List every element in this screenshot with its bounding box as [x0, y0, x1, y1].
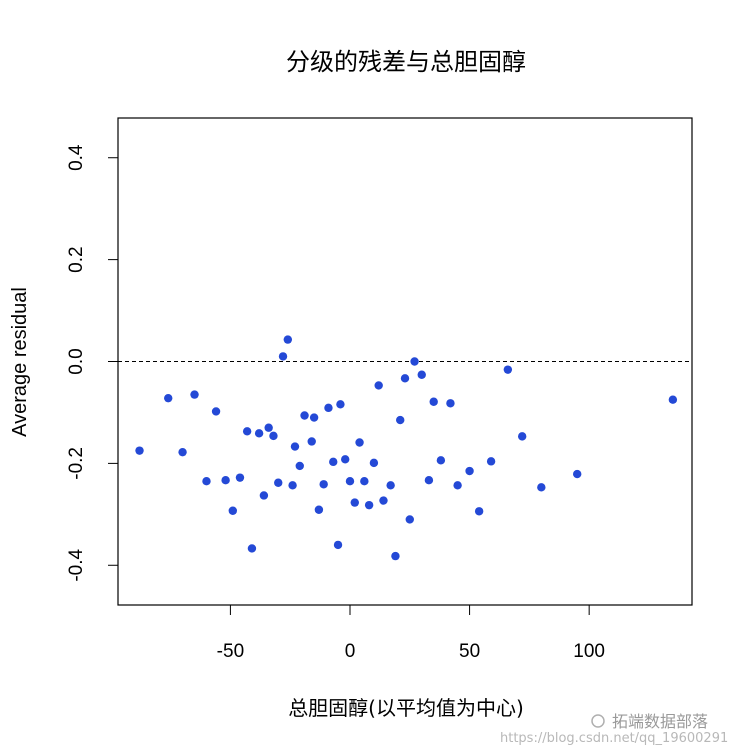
data-point: [517, 432, 527, 441]
data-point: [374, 381, 383, 390]
data-point: [264, 423, 273, 432]
x-tick-label: -50: [217, 641, 244, 662]
x-tick-label: 100: [573, 641, 605, 662]
watermark-url: https://blog.csdn.net/qq_19600291: [500, 731, 728, 746]
data-point: [274, 478, 283, 487]
y-tick-label: -0.2: [66, 447, 87, 480]
watermark-logo-icon: [591, 714, 605, 728]
data-point: [259, 491, 269, 500]
data-point: [573, 469, 582, 479]
data-point: [453, 481, 462, 490]
data-point: [668, 395, 678, 404]
data-point: [364, 500, 374, 510]
data-point: [190, 390, 199, 399]
watermark-text: 拓端数据部落: [612, 712, 708, 731]
data-point: [288, 481, 297, 490]
data-point: [537, 483, 546, 492]
data-point: [341, 455, 350, 464]
data-point: [295, 461, 304, 471]
data-point: [314, 505, 324, 514]
data-point: [424, 475, 434, 485]
y-axis-title: Average residual: [9, 287, 31, 437]
data-point: [228, 506, 237, 515]
data-point: [410, 357, 419, 366]
data-point: [333, 540, 343, 550]
data-point: [178, 447, 187, 457]
data-point: [396, 415, 405, 425]
data-point: [329, 457, 338, 467]
data-point: [355, 438, 364, 447]
data-point: [278, 352, 288, 361]
data-point: [405, 515, 414, 524]
data-points: [135, 335, 678, 561]
data-point: [254, 429, 264, 438]
data-point: [324, 403, 333, 413]
data-point: [300, 411, 309, 420]
data-point: [235, 473, 245, 482]
data-point: [486, 457, 496, 466]
data-point: [369, 458, 379, 468]
data-point: [436, 456, 446, 465]
chart-title: 分级的残差与总胆固醇: [286, 48, 526, 76]
data-point: [465, 466, 474, 476]
data-point: [417, 370, 426, 379]
x-axis-title: 总胆固醇(以平均值为中心): [288, 696, 524, 720]
data-point: [391, 551, 400, 561]
data-point: [247, 544, 257, 553]
data-point: [307, 437, 316, 446]
data-point: [211, 407, 221, 416]
data-point: [269, 431, 278, 441]
y-tick-label: 0.2: [66, 246, 87, 272]
data-point: [386, 481, 395, 490]
data-point: [202, 477, 211, 486]
data-point: [474, 507, 484, 516]
y-axis: -0.4 -0.2 0.0 0.2 0.4: [66, 144, 119, 582]
data-point: [400, 374, 410, 383]
data-point: [379, 496, 388, 505]
data-point: [164, 393, 173, 403]
data-point: [242, 427, 252, 436]
y-tick-label: 0.0: [66, 348, 87, 374]
data-point: [221, 475, 230, 485]
y-tick-label: -0.4: [66, 548, 87, 581]
watermark: 拓端数据部落 https://blog.csdn.net/qq_19600291: [500, 712, 728, 746]
data-point: [350, 498, 359, 507]
data-point: [446, 399, 455, 408]
data-point: [283, 335, 293, 344]
data-point: [319, 480, 328, 489]
x-tick-label: 50: [459, 641, 480, 662]
x-tick-label: 0: [345, 641, 356, 662]
data-point: [503, 365, 513, 374]
data-point: [336, 400, 345, 409]
data-point: [135, 446, 144, 455]
data-point: [429, 397, 438, 406]
x-axis: -50 0 50 100: [217, 604, 605, 662]
data-point: [290, 442, 300, 451]
data-point: [309, 413, 319, 422]
data-point: [345, 477, 355, 486]
data-point: [360, 477, 369, 486]
y-tick-label: 0.4: [66, 144, 87, 171]
